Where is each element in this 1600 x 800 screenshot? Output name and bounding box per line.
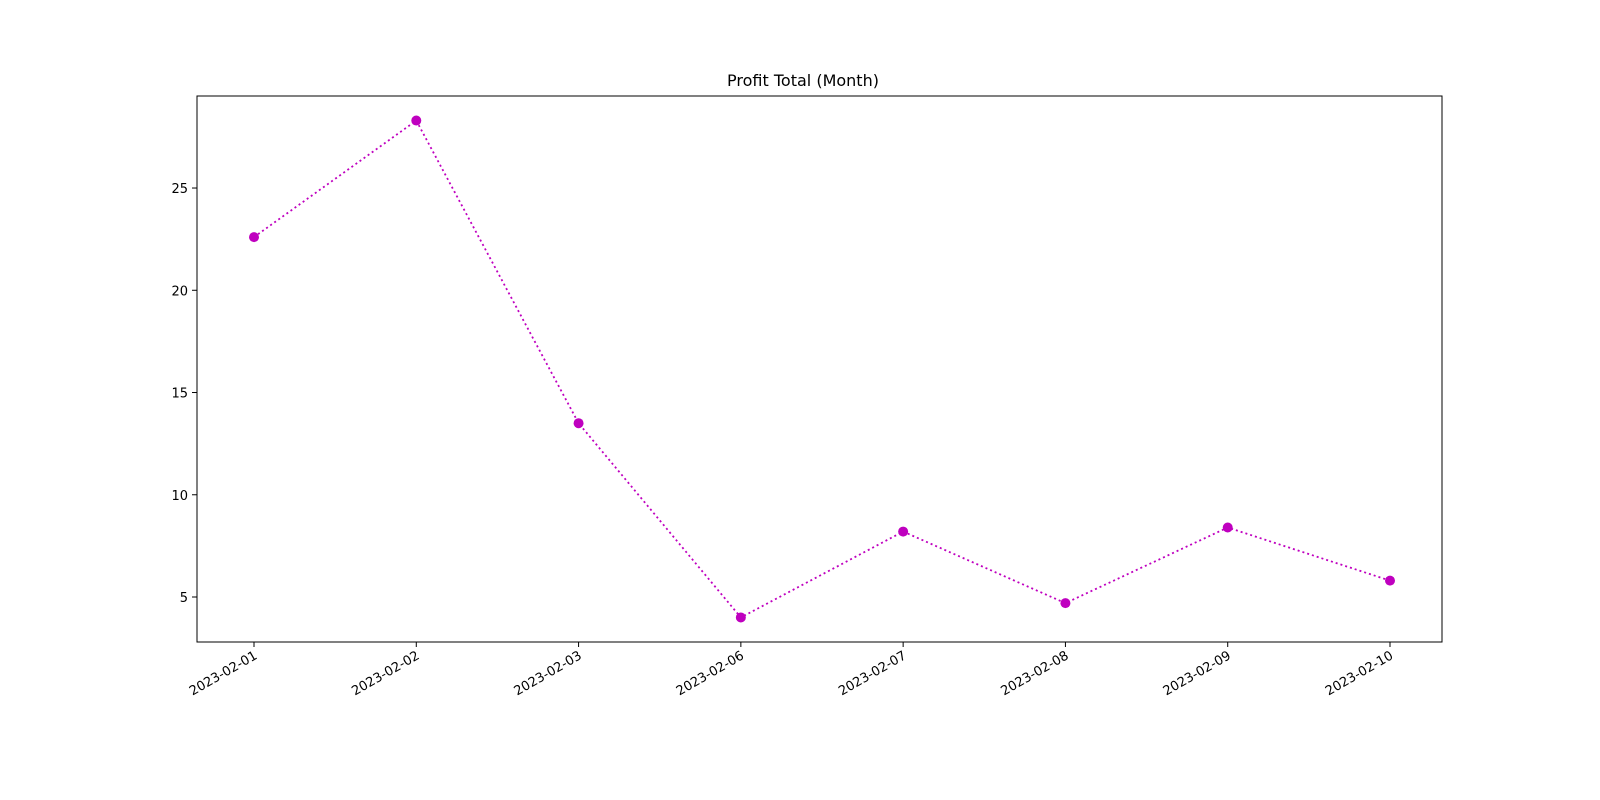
data-point (735, 612, 746, 623)
x-tick-label: 2023-02-10 (1323, 648, 1396, 699)
chart-title: Profit Total (Month) (727, 71, 879, 90)
y-tick-label: 15 (171, 387, 188, 402)
y-tick-label: 25 (171, 182, 188, 197)
x-tick-label: 2023-02-06 (674, 648, 747, 699)
x-tick-label: 2023-02-03 (512, 648, 585, 699)
x-tick-label: 2023-02-01 (187, 648, 260, 699)
y-tick-label: 10 (171, 489, 188, 504)
plot-area (196, 95, 1443, 643)
data-point (411, 115, 422, 126)
data-point (1385, 575, 1395, 586)
x-axis: 2023-02-01 2023-02-02 2023-02-03 2023-02-06… (187, 642, 1396, 699)
data-point (573, 418, 584, 429)
y-axis: 5 10 15 20 25 (171, 182, 197, 606)
series-layer (249, 115, 1395, 623)
data-point (898, 526, 909, 537)
x-tick-label: 2023-02-02 (349, 648, 422, 699)
y-tick-label: 20 (171, 284, 188, 299)
series-line (253, 119, 1391, 619)
x-tick-label: 2023-02-09 (1161, 648, 1234, 699)
x-tick-label: 2023-02-07 (836, 648, 909, 699)
data-point (1060, 598, 1071, 609)
data-point (1222, 522, 1233, 533)
y-tick-label: 5 (180, 591, 188, 606)
x-tick-label: 2023-02-08 (998, 648, 1071, 699)
data-point (249, 232, 259, 243)
